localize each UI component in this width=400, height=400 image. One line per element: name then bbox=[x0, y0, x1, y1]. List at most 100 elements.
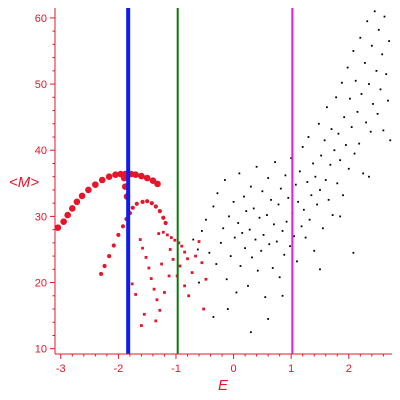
data-point bbox=[336, 182, 339, 185]
data-point bbox=[339, 159, 342, 162]
series-0 bbox=[54, 170, 161, 231]
data-point bbox=[248, 228, 251, 231]
data-point bbox=[356, 110, 359, 113]
data-point bbox=[241, 232, 244, 234]
data-point bbox=[204, 277, 208, 281]
data-point bbox=[247, 284, 249, 287]
data-point bbox=[233, 236, 236, 239]
y-tick-label: 40 bbox=[35, 145, 47, 157]
data-point bbox=[238, 172, 241, 175]
data-point bbox=[222, 227, 225, 230]
data-point bbox=[215, 263, 218, 265]
data-point bbox=[368, 175, 370, 178]
data-point bbox=[154, 180, 161, 188]
data-point bbox=[317, 122, 320, 125]
data-point bbox=[382, 129, 385, 132]
data-point bbox=[271, 267, 274, 269]
data-point bbox=[387, 99, 389, 102]
data-point bbox=[302, 208, 305, 211]
data-point bbox=[85, 186, 92, 194]
data-point bbox=[194, 254, 197, 258]
data-point bbox=[186, 257, 189, 261]
data-point bbox=[54, 224, 62, 231]
data-point bbox=[281, 230, 284, 232]
data-point bbox=[307, 136, 310, 138]
data-point bbox=[105, 173, 113, 180]
data-point bbox=[373, 10, 376, 13]
data-point bbox=[157, 232, 161, 235]
data-point bbox=[342, 194, 344, 197]
data-point bbox=[340, 81, 343, 84]
data-point bbox=[140, 199, 145, 204]
data-point bbox=[354, 79, 357, 82]
data-point bbox=[243, 195, 245, 198]
data-point bbox=[293, 235, 295, 238]
data-point bbox=[298, 170, 301, 173]
data-point bbox=[274, 161, 276, 164]
data-point bbox=[134, 293, 138, 296]
data-point bbox=[205, 218, 207, 221]
series-2 bbox=[130, 230, 208, 327]
data-point bbox=[337, 132, 340, 135]
data-point bbox=[120, 174, 128, 182]
data-point bbox=[149, 201, 154, 206]
ticks: -3 -2 -1 0 1 2 10 20 30 40 50 60 bbox=[35, 13, 384, 375]
data-point bbox=[296, 260, 298, 263]
data-point bbox=[200, 230, 203, 232]
data-point bbox=[111, 243, 116, 248]
data-point bbox=[264, 296, 267, 299]
data-point bbox=[375, 69, 378, 72]
data-point bbox=[245, 210, 248, 213]
x-tick-label: -3 bbox=[56, 363, 66, 375]
data-point bbox=[149, 277, 153, 280]
data-point bbox=[287, 196, 290, 199]
data-point bbox=[168, 248, 172, 251]
data-point bbox=[275, 240, 278, 243]
data-point bbox=[313, 249, 316, 252]
data-point bbox=[163, 291, 166, 294]
data-point bbox=[167, 274, 171, 278]
data-point bbox=[120, 224, 126, 229]
data-point bbox=[200, 261, 204, 265]
data-point bbox=[132, 171, 139, 179]
data-point bbox=[187, 294, 191, 298]
data-point bbox=[388, 40, 391, 42]
data-point bbox=[141, 246, 144, 250]
data-point bbox=[329, 163, 332, 166]
data-point bbox=[147, 266, 151, 270]
data-point bbox=[212, 205, 215, 208]
data-point bbox=[316, 203, 319, 206]
data-point bbox=[183, 284, 187, 288]
data-point bbox=[192, 238, 195, 241]
data-point bbox=[157, 209, 162, 214]
data-point bbox=[251, 256, 253, 259]
data-point bbox=[145, 199, 150, 204]
data-point bbox=[281, 294, 284, 297]
data-point bbox=[171, 257, 175, 261]
data-point bbox=[335, 96, 338, 99]
data-point bbox=[321, 227, 324, 230]
data-point bbox=[350, 126, 353, 128]
data-point bbox=[353, 152, 356, 155]
data-point bbox=[92, 181, 99, 188]
data-point bbox=[196, 248, 199, 251]
data-point bbox=[266, 214, 268, 216]
data-point bbox=[64, 211, 71, 219]
data-point bbox=[138, 172, 145, 180]
data-point bbox=[144, 256, 148, 259]
data-point bbox=[267, 318, 270, 320]
data-point bbox=[324, 179, 327, 181]
data-point bbox=[220, 241, 222, 244]
data-point bbox=[239, 265, 242, 267]
data-point bbox=[155, 298, 159, 302]
data-point bbox=[260, 249, 263, 252]
data-point bbox=[323, 139, 326, 142]
data-point bbox=[149, 177, 157, 184]
data-point bbox=[364, 62, 366, 64]
data-point bbox=[320, 154, 323, 157]
data-point bbox=[330, 128, 333, 130]
data-point bbox=[347, 167, 350, 170]
data-point bbox=[314, 175, 317, 178]
data-point bbox=[381, 53, 384, 56]
